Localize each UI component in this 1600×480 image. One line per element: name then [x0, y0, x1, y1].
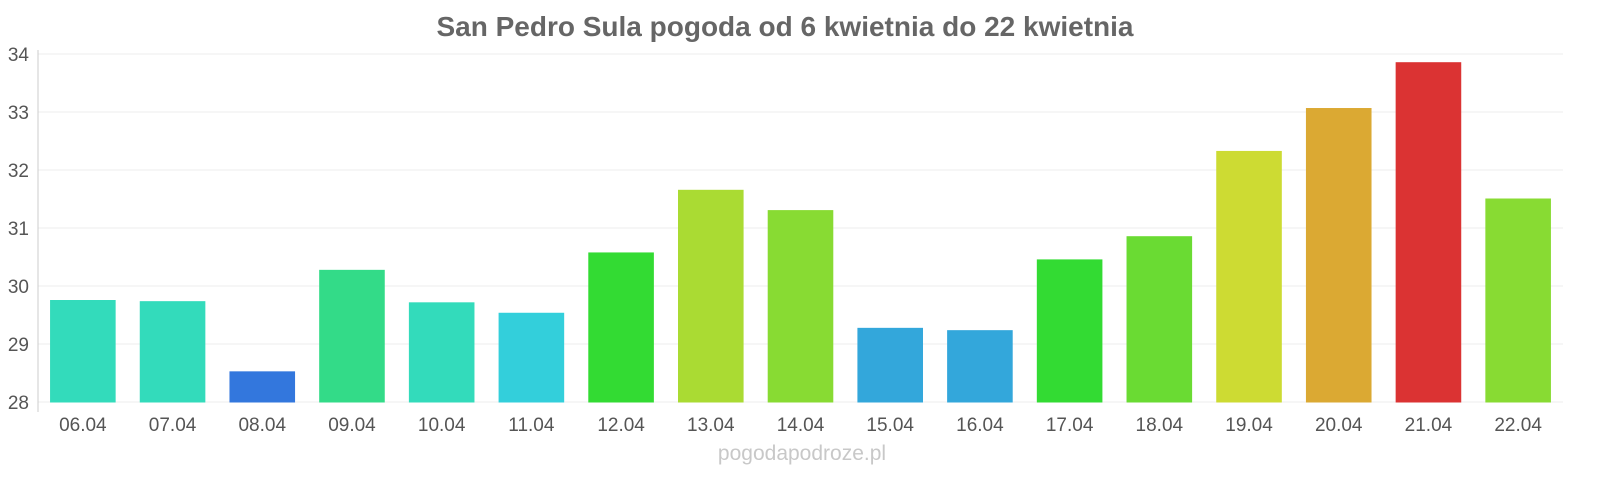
x-tick-label: 08.04 [238, 415, 286, 436]
x-tick-label: 09.04 [328, 415, 376, 436]
bar-18.04 [1126, 236, 1193, 403]
bar-06.04 [50, 300, 116, 403]
x-tick-label: 06.04 [59, 415, 107, 436]
y-tick-label: 29 [8, 335, 29, 356]
x-tick-label: 19.04 [1225, 415, 1273, 436]
bar-19.04 [1216, 150, 1282, 403]
bar-21.04 [1395, 62, 1462, 403]
x-tick-label: 16.04 [956, 415, 1004, 436]
bar-14.04 [767, 210, 834, 403]
bar-22.04 [1485, 198, 1551, 403]
x-tick-label: 22.04 [1494, 415, 1542, 436]
bar-13.04 [678, 189, 744, 403]
bar-10.04 [408, 302, 475, 403]
bar-11.04 [498, 312, 565, 403]
x-tick-label: 21.04 [1405, 415, 1453, 436]
bar-08.04 [229, 371, 296, 403]
y-tick-label: 34 [8, 45, 30, 66]
x-tick-label: 15.04 [866, 415, 914, 436]
bar-16.04 [947, 330, 1013, 403]
x-tick-label: 13.04 [687, 415, 735, 436]
y-tick-label: 32 [8, 161, 29, 182]
y-axis-ticks: 28 29 30 31 32 33 34 [8, 45, 30, 414]
x-tick-label: 12.04 [597, 415, 645, 436]
x-tick-label: 11.04 [508, 415, 555, 436]
y-tick-label: 31 [8, 219, 29, 240]
x-axis-ticks: 06.04 07.04 08.04 09.04 10.04 11.04 12.04 13.04… [59, 415, 1542, 436]
chart-title: San Pedro Sula pogoda od 6 kwietnia do 2… [436, 11, 1133, 42]
x-tick-label: 17.04 [1046, 415, 1094, 436]
bars [50, 62, 1551, 403]
bar-07.04 [139, 301, 206, 403]
x-tick-label: 10.04 [418, 415, 466, 436]
x-tick-label: 18.04 [1136, 415, 1184, 436]
watermark: pogodapodroze.pl [718, 442, 886, 465]
bar-09.04 [319, 269, 385, 403]
x-tick-label: 20.04 [1315, 415, 1363, 436]
x-tick-label: 07.04 [149, 415, 197, 436]
bar-12.04 [588, 252, 654, 403]
x-tick-label: 14.04 [777, 415, 825, 436]
bar-17.04 [1036, 259, 1103, 403]
bar-15.04 [857, 327, 923, 403]
y-tick-label: 33 [8, 103, 29, 124]
y-tick-label: 30 [8, 277, 29, 298]
bar-20.04 [1305, 108, 1372, 403]
y-tick-label: 28 [8, 393, 29, 414]
